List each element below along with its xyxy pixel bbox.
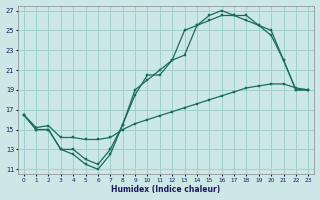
X-axis label: Humidex (Indice chaleur): Humidex (Indice chaleur) bbox=[111, 185, 220, 194]
